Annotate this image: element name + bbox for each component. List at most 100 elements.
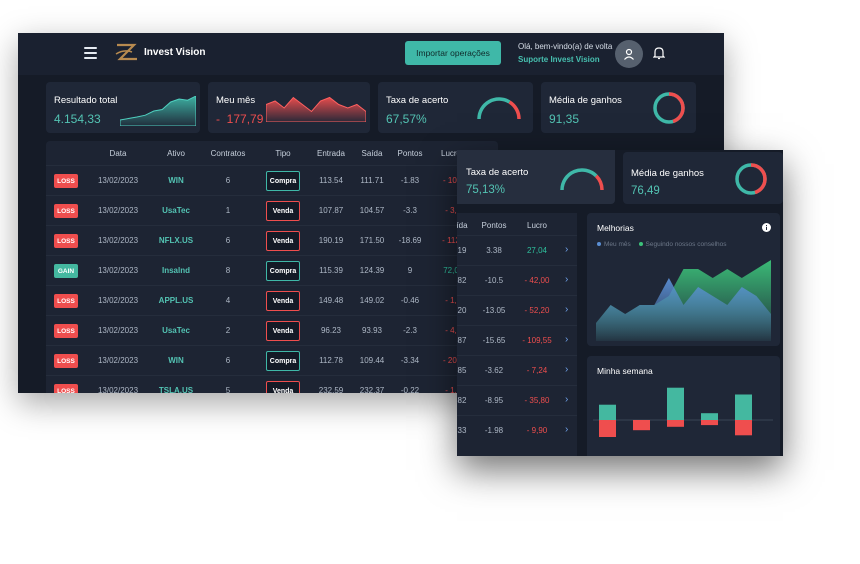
cell-points: 9 xyxy=(407,266,413,275)
month-card: Meu mês - 177,79 xyxy=(208,82,370,133)
hamburger-icon[interactable] xyxy=(84,47,97,59)
cell-points: -15.65 xyxy=(482,336,506,345)
table-row[interactable]: LOSS 13/02/2023 UsaTec 2 Venda 96.23 93.93 -2.3… xyxy=(46,315,498,345)
result-badge: LOSS xyxy=(54,384,78,393)
cell-exit: 33 xyxy=(457,426,467,435)
cell-exit: 85 xyxy=(457,366,467,375)
cell-exit: 111.71 xyxy=(360,176,384,185)
table-row[interactable]: GAIN 13/02/2023 Insalnd 8 Compra 115.39 124.39… xyxy=(46,255,498,285)
cell-profit: - 20, xyxy=(442,356,460,365)
bar-loss xyxy=(667,420,684,427)
table-row[interactable]: 82 -8.95 - 35,80 › xyxy=(457,385,577,414)
table-row[interactable]: LOSS 13/02/2023 WIN 6 Compra 113.54 111.71 -1.8… xyxy=(46,165,498,195)
cell-date: 13/02/2023 xyxy=(97,176,139,185)
total-series-area xyxy=(120,96,196,126)
type-button[interactable]: Venda xyxy=(266,201,300,221)
total-sparkline xyxy=(120,96,196,126)
type-button[interactable]: Venda xyxy=(266,381,300,393)
operations-table-detail: ída Pontos Lucro 19 3.38 27,04 › 82 -10.5 - 42,0… xyxy=(457,213,577,456)
type-button[interactable]: Compra xyxy=(266,351,300,371)
gauge-rest-arc xyxy=(594,174,604,191)
cell-entry: 112.78 xyxy=(319,356,343,365)
cell-profit: 27,04 xyxy=(526,246,548,255)
column-header: Contratos xyxy=(210,149,246,158)
cell-date: 13/02/2023 xyxy=(97,356,139,365)
cell-asset: Insalnd xyxy=(161,266,191,275)
cell-exit: 82 xyxy=(457,396,467,405)
logo-icon xyxy=(115,43,137,61)
cell-profit: - 52,20 xyxy=(524,306,550,315)
bell-icon[interactable] xyxy=(653,46,665,60)
chevron-right-icon[interactable]: › xyxy=(565,424,569,435)
cell-asset: UsaTec xyxy=(162,206,190,215)
month-series-area xyxy=(266,96,366,122)
chevron-right-icon[interactable]: › xyxy=(565,394,569,405)
result-badge: LOSS xyxy=(54,354,78,368)
cell-asset: WIN xyxy=(168,356,184,365)
cell-profit: - 42,00 xyxy=(524,276,550,285)
result-badge: LOSS xyxy=(54,234,78,248)
cell-points: -1.83 xyxy=(400,176,420,185)
table-row[interactable]: LOSS 13/02/2023 WIN 6 Compra 112.78 109.44 -3.3… xyxy=(46,345,498,375)
column-header: Entrada xyxy=(316,149,346,158)
column-header: Pontos xyxy=(481,221,507,230)
cell-date: 13/02/2023 xyxy=(97,386,139,393)
cell-exit: 232.37 xyxy=(359,386,385,393)
avatar[interactable] xyxy=(615,40,643,68)
support-link[interactable]: Suporte Invest Vision xyxy=(518,55,600,64)
greeting-text: Olá, bem-vindo(a) de volta xyxy=(518,42,613,51)
info-icon[interactable] xyxy=(762,223,771,232)
cell-exit: 149.02 xyxy=(359,296,385,305)
table-row[interactable]: 87 -15.65 - 109,55 › xyxy=(457,325,577,354)
table-row[interactable]: 19 3.38 27,04 › xyxy=(457,235,577,264)
cell-points: -3.34 xyxy=(400,356,420,365)
cell-entry: 115.39 xyxy=(319,266,343,275)
cell-asset: NFLX.US xyxy=(158,236,194,245)
cell-profit: - 109,55 xyxy=(522,336,552,345)
chevron-right-icon[interactable]: › xyxy=(565,334,569,345)
legend-dot-advice xyxy=(638,242,643,246)
cell-points: 3.38 xyxy=(486,246,502,255)
type-button[interactable]: Compra xyxy=(266,261,300,281)
bar-gain xyxy=(599,404,616,420)
table-row[interactable]: LOSS 13/02/2023 APPL.US 4 Venda 149.48 149.02 -… xyxy=(46,285,498,315)
type-button[interactable]: Venda xyxy=(266,231,300,251)
table-row[interactable]: 85 -3.62 - 7,24 › xyxy=(457,355,577,384)
table-row[interactable]: 82 -10.5 - 42,00 › xyxy=(457,265,577,294)
cell-exit: 82 xyxy=(457,276,467,285)
bar-loss xyxy=(735,420,752,436)
card-label: Média de ganhos xyxy=(631,168,704,179)
type-button[interactable]: Compra xyxy=(266,171,300,191)
table-row[interactable]: 33 -1.98 - 9,90 › xyxy=(457,415,577,444)
cell-entry: 113.54 xyxy=(319,176,343,185)
cell-profit: - 9,90 xyxy=(526,426,548,435)
cell-exit: 109.44 xyxy=(359,356,385,365)
cell-points: -1.98 xyxy=(484,426,504,435)
cell-exit: 20 xyxy=(457,306,467,315)
card-value: - 177,79 xyxy=(216,112,263,126)
import-operations-button[interactable]: Importar operações xyxy=(405,41,501,65)
cell-profit: - 10, xyxy=(442,176,460,185)
hit-rate-card: Taxa de acerto 67,57% xyxy=(378,82,533,133)
card-label: Média de ganhos xyxy=(549,95,622,106)
table-row[interactable]: 20 -13.05 - 52,20 › xyxy=(457,295,577,324)
cell-profit: - 1, xyxy=(445,296,457,305)
bar-loss xyxy=(599,420,616,437)
table-row[interactable]: LOSS 13/02/2023 TSLA.US 5 Venda 232.59 232.37 -… xyxy=(46,375,498,393)
cell-contracts: 4 xyxy=(225,296,231,305)
card-label: Meu mês xyxy=(216,95,256,106)
cell-points: -18.69 xyxy=(398,236,422,245)
chevron-right-icon[interactable]: › xyxy=(565,274,569,285)
card-label: Taxa de acerto xyxy=(386,95,449,106)
type-button[interactable]: Venda xyxy=(266,321,300,341)
chevron-right-icon[interactable]: › xyxy=(565,304,569,315)
chevron-right-icon[interactable]: › xyxy=(565,364,569,375)
table-row[interactable]: LOSS 13/02/2023 NFLX.US 6 Venda 190.19 171.50 -… xyxy=(46,225,498,255)
column-header: Pontos xyxy=(397,149,423,158)
result-badge: LOSS xyxy=(54,324,78,338)
cell-points: -0.46 xyxy=(400,296,420,305)
table-row[interactable]: LOSS 13/02/2023 UsaTec 1 Venda 107.87 104.57 -3… xyxy=(46,195,498,225)
cell-contracts: 6 xyxy=(225,356,231,365)
type-button[interactable]: Venda xyxy=(266,291,300,311)
chevron-right-icon[interactable]: › xyxy=(565,244,569,255)
